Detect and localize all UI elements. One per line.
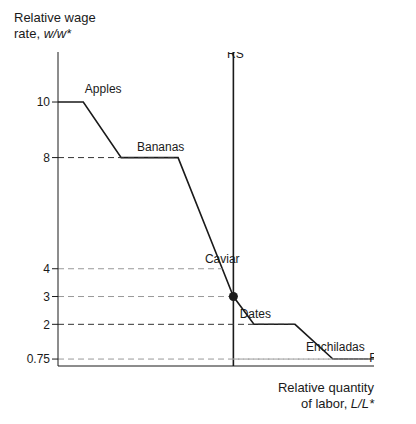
svg-text:8: 8 (43, 151, 50, 165)
svg-text:Bananas: Bananas (137, 140, 184, 154)
svg-text:Dates: Dates (240, 307, 271, 321)
svg-text:10: 10 (37, 95, 51, 109)
html-text:rate, w/w*: rate, w/w* (14, 26, 72, 41)
svg-text:3: 3 (43, 290, 50, 304)
svg-text:Enchiladas: Enchiladas (306, 340, 365, 354)
svg-text:RS: RS (227, 52, 244, 61)
svg-text:RD: RD (369, 351, 374, 365)
html-text:of labor, L/L*: of labor, L/L* (301, 396, 374, 411)
html-text:Relative wage: Relative wage (14, 10, 96, 25)
svg-text:4: 4 (43, 262, 50, 276)
svg-text:2: 2 (43, 318, 50, 332)
svg-text:0.75: 0.75 (27, 352, 51, 366)
svg-text:Apples: Apples (85, 82, 122, 96)
svg-text:Caviar: Caviar (205, 252, 240, 266)
html-text:Relative quantity: Relative quantity (277, 380, 374, 395)
